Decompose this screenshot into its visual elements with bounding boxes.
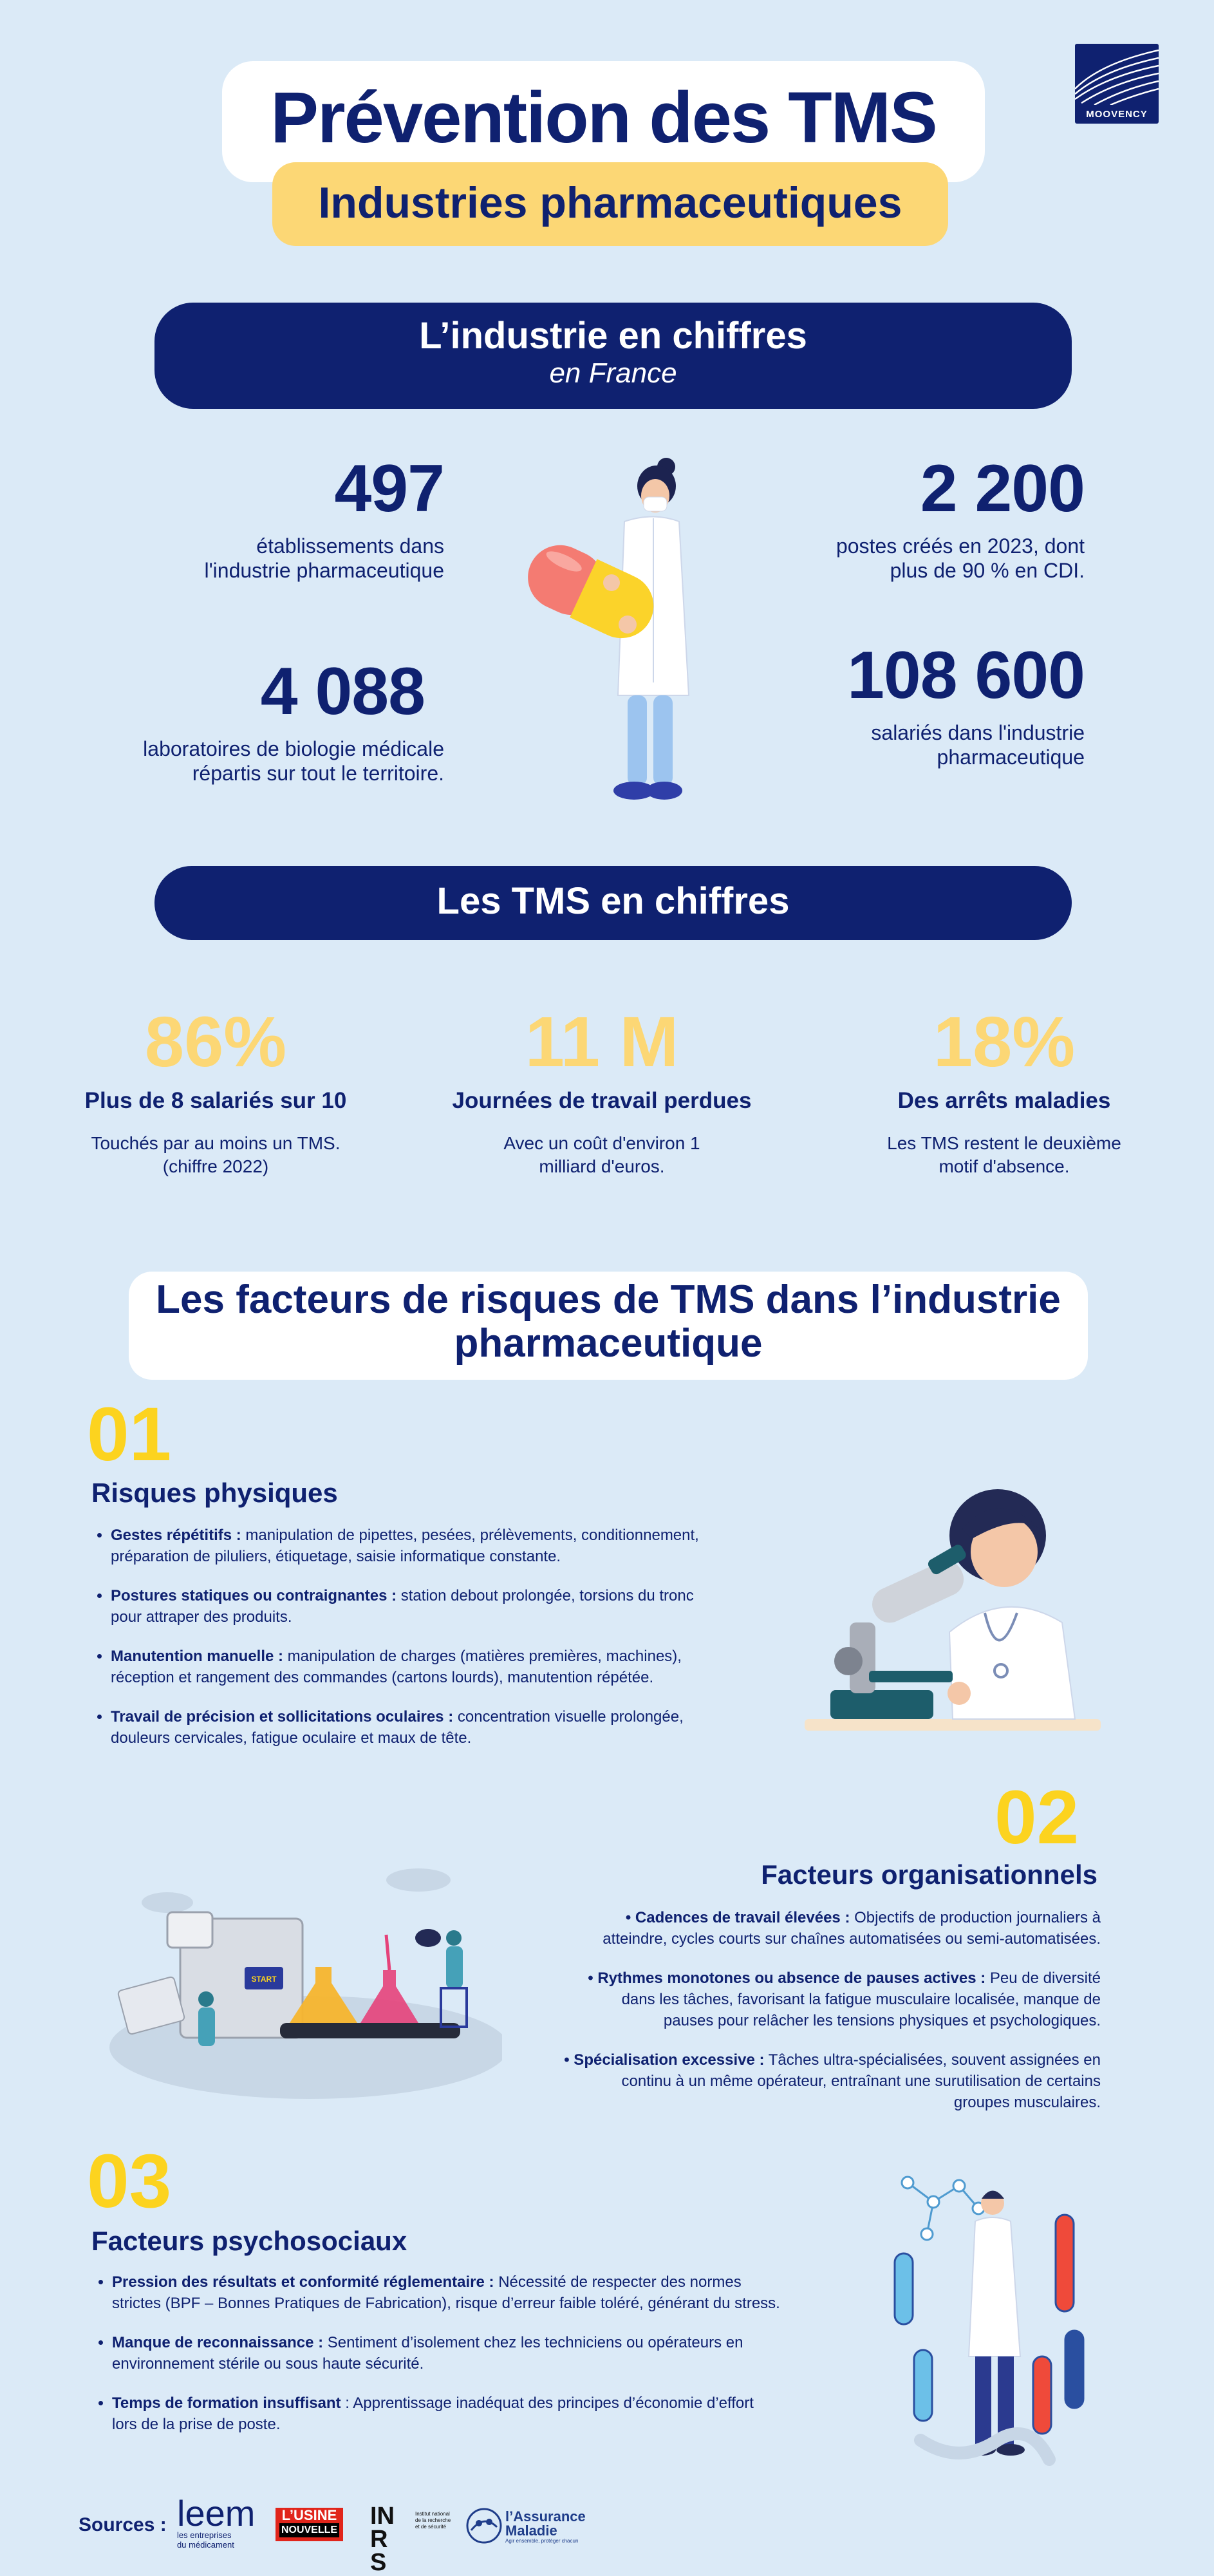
stat-number: 497 (334, 451, 445, 526)
usine-nouvelle-logo: L’USINE NOUVELLE (275, 2508, 343, 2541)
tms-stat-desc: Les TMS restent le deuxième (887, 1133, 1121, 1153)
stat-salaries: 108 600 salariés dans l'industrie pharma… (747, 637, 1085, 769)
tms-stat-number: 11 M (525, 1002, 679, 1082)
section-01-list: Gestes répétitifs : manipulation de pipe… (90, 1525, 824, 1767)
tms-banner (154, 866, 1072, 940)
stat-postes: 2 200 postes créés en 2023, dont plus de… (747, 451, 1085, 583)
risk-title-card (129, 1272, 1088, 1380)
list-item: Pression des résultats et conformité rég… (112, 2271, 877, 2314)
list-item: Manque de reconnaissance : Sentiment d’i… (112, 2332, 877, 2374)
logo-text: MOOVENCY (1086, 109, 1148, 120)
section-title: Facteurs psychosociaux (91, 2226, 407, 2256)
usine-logo-text: L’USINE (281, 2507, 337, 2523)
tms-stat-18: 18% Des arrêts maladies Les TMS restent … (850, 1001, 1159, 1178)
stat-etablissements: 497 établissements dans l'industrie phar… (193, 451, 445, 583)
section-number: 03 (87, 2139, 172, 2224)
factory-machine-illustration: START (109, 1868, 502, 2099)
industry-banner (154, 303, 1072, 409)
usine-logo-text: NOUVELLE (279, 2523, 339, 2537)
list-item: Gestes répétitifs : manipulation de pipe… (111, 1525, 824, 1567)
list-item: • Spécialisation excessive : Tâches ultr… (564, 2051, 1101, 2111)
section-title: Facteurs organisationnels (761, 1859, 1097, 1890)
tms-stat-desc: Touchés par au moins un TMS. (91, 1133, 341, 1153)
list-item: Manutention manuelle : manipulation de c… (111, 1646, 824, 1688)
stat-desc-line: l'industrie pharmaceutique (204, 559, 444, 582)
section-number: 01 (87, 1392, 172, 1477)
assurance-logo-text: l’Assurance (505, 2508, 586, 2524)
tms-stat-title: Journées de travail perdues (452, 1088, 752, 1113)
list-item: • Rythmes monotones ou absence de pauses… (588, 1970, 1101, 2029)
stat-desc-line: laboratoires de biologie médicale (143, 737, 444, 760)
industry-banner-subtitle: en France (549, 357, 677, 389)
scientist-test-tubes-illustration (893, 2176, 1085, 2466)
page-title: Prévention des TMS (270, 77, 937, 158)
leem-logo-sub: du médicament (177, 2540, 234, 2550)
leem-logo-sub: les entreprises (177, 2530, 232, 2540)
stat-number: 4 088 (260, 654, 425, 729)
risk-factors-title: Les facteurs de risques de TMS dans l’in… (129, 1278, 1088, 1366)
tms-stat-desc: motif d'absence. (939, 1156, 1070, 1176)
tms-stat-desc: Avec un coût d'environ 1 (503, 1133, 700, 1153)
section-number: 02 (995, 1775, 1079, 1860)
tms-stat-86: 86% Plus de 8 salariés sur 10 Touchés pa… (61, 1001, 370, 1178)
stat-desc-line: répartis sur tout le territoire. (192, 762, 444, 785)
list-item: Temps de formation insuffisant : Apprent… (112, 2393, 877, 2435)
assurance-maladie-logo: l’Assurance Maladie Agir ensemble, proté… (505, 2510, 586, 2544)
moovency-logo: MOOVENCY (1075, 44, 1159, 124)
list-item: Travail de précision et sollicitations o… (111, 1706, 824, 1749)
stat-laboratoires: 4 088 laboratoires de biologie médicale … (84, 653, 444, 785)
sources-label: Sources : (79, 2514, 167, 2535)
subtitle-pill (272, 162, 948, 246)
stat-desc-line: salariés dans l'industrie (871, 721, 1085, 744)
assurance-logo-text: Maladie (505, 2523, 557, 2539)
scientist-microscope-illustration (805, 1489, 1101, 1731)
industry-banner-title: L’industrie en chiffres (419, 315, 807, 357)
section-03-list: Pression des résultats et conformité rég… (91, 2271, 877, 2453)
tms-stat-title: Des arrêts maladies (897, 1088, 1111, 1113)
tms-stat-number: 86% (144, 1002, 287, 1082)
assurance-maladie-icon (465, 2508, 503, 2544)
page-subtitle: Industries pharmaceutiques (318, 178, 902, 227)
risk-title-line: pharmaceutique (454, 1321, 763, 1366)
inrs-logo-sub: Institut national de la recherche et de sé… (415, 2511, 451, 2530)
inrs-logo-text: INRS (370, 2503, 395, 2576)
stat-desc-line: pharmaceutique (937, 746, 1085, 769)
stat-number: 2 200 (920, 451, 1085, 526)
section-title: Risques physiques (91, 1478, 338, 1508)
list-item: • Cadences de travail élevées : Objectif… (602, 1909, 1101, 1948)
tms-stat-title: Plus de 8 salariés sur 10 (84, 1088, 347, 1113)
assurance-logo-tagline: Agir ensemble, protéger chacun (505, 2538, 579, 2544)
list-item: Postures statiques ou contraignantes : s… (111, 1585, 824, 1628)
tms-stat-desc: (chiffre 2022) (162, 1156, 269, 1176)
tms-stat-desc: milliard d'euros. (539, 1156, 665, 1176)
svg-text:START: START (251, 1975, 277, 1984)
leem-logo-text: leem (177, 2493, 256, 2534)
title-card (222, 61, 985, 182)
tms-stat-11m: 11 M Journées de travail perdues Avec un… (447, 1001, 756, 1178)
tms-banner-title: Les TMS en chiffres (436, 880, 790, 922)
risk-title-line: Les facteurs de risques de TMS dans l’in… (156, 1277, 1061, 1322)
section-02-list: • Cadences de travail élevées : Objectif… (502, 1907, 1101, 2131)
stat-desc-line: postes créés en 2023, dont (836, 534, 1085, 558)
stat-desc-line: plus de 90 % en CDI. (890, 559, 1085, 582)
moovency-waves-icon (1075, 49, 1159, 106)
stat-number: 108 600 (847, 638, 1085, 713)
leem-logo: leem les entreprises du médicament (177, 2493, 256, 2550)
pharmacist-with-pill-illustration (528, 458, 690, 800)
stat-desc-line: établissements dans (256, 534, 444, 558)
tms-stat-number: 18% (933, 1002, 1076, 1082)
